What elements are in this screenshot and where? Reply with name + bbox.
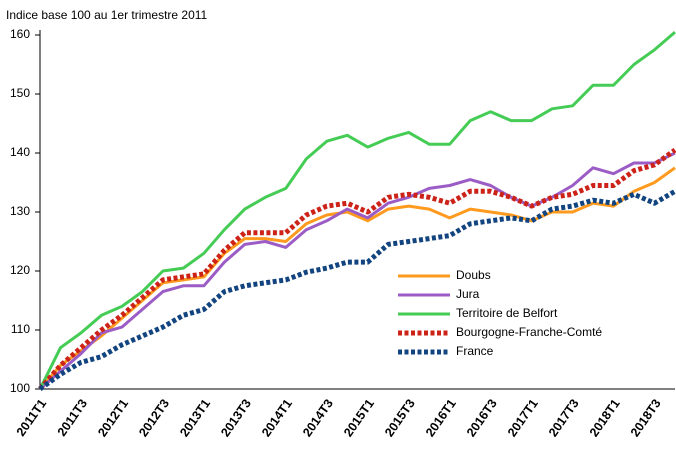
- x-tick-label: 2017T3: [546, 397, 582, 440]
- x-tick-label: 2017T1: [505, 397, 541, 440]
- x-tick-label: 2013T1: [177, 397, 213, 440]
- x-tick-label: 2015T1: [341, 397, 377, 440]
- y-tick-label: 100: [10, 381, 30, 395]
- x-tick-label: 2018T3: [628, 397, 664, 440]
- x-tick-label: 2015T3: [382, 397, 418, 440]
- series-line: [39, 151, 676, 391]
- x-tick-label: 2013T3: [218, 397, 254, 440]
- series-line: [38, 30, 676, 390]
- x-tick-label: 2014T3: [300, 397, 336, 440]
- x-tick-label: 2012T3: [136, 397, 172, 440]
- series-line: [38, 189, 676, 392]
- legend-label: Doubs: [456, 268, 491, 282]
- y-tick-label: 160: [10, 27, 30, 41]
- y-tick-label: 110: [11, 322, 30, 336]
- legend-label: Bourgogne-Franche-Comté: [456, 325, 602, 339]
- series-line: [38, 166, 676, 390]
- x-tick-label: 2012T1: [95, 397, 131, 440]
- x-tick-label: 2018T1: [587, 397, 623, 440]
- y-tick-label: 150: [10, 86, 30, 100]
- y-tick-label: 120: [10, 263, 30, 277]
- y-tick-label: 140: [10, 145, 30, 159]
- legend-label: Territoire de Belfort: [456, 306, 558, 320]
- chart-title: Indice base 100 au 1er trimestre 2011: [6, 8, 208, 22]
- x-tick-label: 2016T1: [423, 397, 459, 440]
- legend-label: France: [456, 344, 494, 358]
- x-tick-label: 2011T1: [14, 397, 49, 439]
- y-tick-label: 130: [10, 204, 30, 218]
- x-tick-label: 2016T3: [464, 397, 500, 440]
- x-tick-label: 2011T3: [55, 397, 90, 439]
- series-line: [38, 147, 676, 391]
- x-tick-label: 2014T1: [259, 397, 295, 440]
- legend-label: Jura: [456, 287, 480, 301]
